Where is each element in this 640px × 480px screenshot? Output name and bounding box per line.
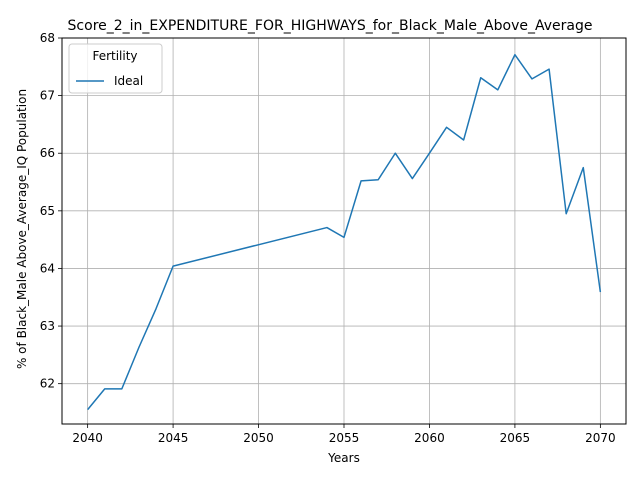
legend-label-ideal: Ideal — [114, 74, 143, 88]
legend: Fertility Ideal — [68, 43, 163, 94]
x-tick-label: 2060 — [414, 431, 445, 445]
y-tick-label: 62 — [40, 377, 55, 391]
y-tick-label: 68 — [40, 31, 55, 45]
y-tick-label: 66 — [40, 146, 55, 160]
x-tick-label: 2050 — [243, 431, 274, 445]
y-tick-label: 63 — [40, 319, 55, 333]
x-tick-label: 2070 — [585, 431, 616, 445]
y-tick-label: 65 — [40, 204, 55, 218]
x-axis-label: Years — [327, 451, 360, 465]
y-tick-label: 67 — [40, 89, 55, 103]
y-axis: 62 63 64 65 66 67 68 — [40, 31, 62, 391]
y-tick-label: 64 — [40, 261, 55, 275]
y-axis-label: % of Black_Male Above_Average_IQ Populat… — [15, 89, 29, 369]
chart-title: Score_2_in_EXPENDITURE_FOR_HIGHWAYS_for_… — [68, 18, 593, 34]
x-tick-label: 2045 — [158, 431, 189, 445]
series-line-ideal — [87, 53, 602, 411]
x-axis: 2040 2045 2050 2055 2060 2065 2070 — [72, 424, 616, 445]
series-layer — [87, 53, 602, 411]
x-tick-label: 2055 — [329, 431, 360, 445]
legend-title: Fertility — [92, 49, 137, 63]
x-tick-label: 2040 — [72, 431, 103, 445]
x-tick-label: 2065 — [500, 431, 531, 445]
